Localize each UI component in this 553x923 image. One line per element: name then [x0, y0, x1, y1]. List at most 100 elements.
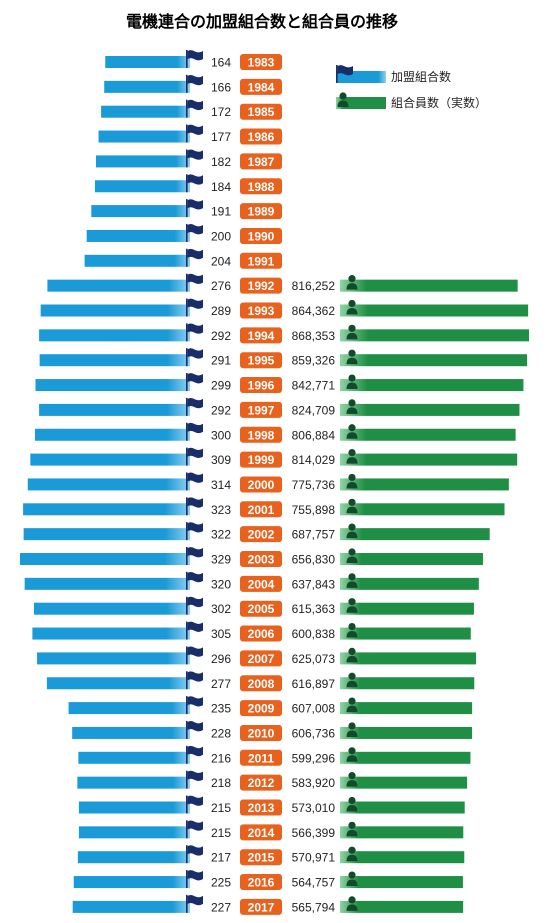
chart-row: 215 2013 573,010 — [78, 795, 465, 816]
member-count-label: 824,709 — [292, 403, 336, 417]
chart-row: 217 2015 570,971 — [77, 845, 465, 866]
union-count-label: 292 — [211, 403, 231, 417]
union-count-label: 217 — [211, 851, 231, 865]
union-bar — [95, 155, 190, 168]
union-bar — [27, 478, 190, 491]
chart-row: 305 2006 600,838 — [32, 621, 471, 642]
member-count-label: 573,010 — [292, 801, 336, 815]
member-bar — [340, 379, 524, 392]
member-bar — [340, 553, 483, 565]
member-bar — [340, 602, 474, 615]
member-count-label: 864,362 — [292, 304, 336, 318]
person-icon — [346, 622, 358, 638]
year-badge — [240, 203, 282, 220]
chart-row: 191 1989 — [91, 199, 282, 220]
member-bar — [340, 851, 465, 864]
chart-row: 314 2000 775,736 — [27, 472, 509, 493]
member-count-label: 625,073 — [292, 652, 336, 666]
member-count-label: 637,843 — [292, 577, 336, 591]
union-bar — [46, 677, 191, 690]
year-badge — [240, 575, 282, 592]
flag-icon — [186, 99, 203, 118]
union-bar — [34, 428, 190, 441]
member-bar — [340, 428, 516, 441]
year-label: 1994 — [248, 329, 275, 343]
union-count-label: 299 — [211, 379, 231, 393]
union-count-label: 296 — [211, 652, 231, 666]
chart-row: 291 1995 859,326 — [39, 348, 528, 369]
person-icon — [346, 449, 358, 464]
member-bar — [340, 577, 479, 590]
flag-icon — [186, 497, 203, 516]
chart-row: 166 1984 — [104, 74, 282, 95]
union-bar — [78, 826, 190, 839]
year-label: 2012 — [248, 776, 275, 790]
year-label: 1990 — [248, 229, 275, 243]
year-label: 2016 — [248, 876, 275, 890]
year-badge — [240, 277, 282, 294]
year-badge — [240, 824, 282, 841]
flag-icon — [186, 795, 203, 814]
person-icon — [346, 523, 358, 539]
chart-title: 電機連合の加盟組合数と組合員の推移 — [126, 12, 398, 31]
union-count-label: 276 — [211, 279, 231, 293]
union-count-label: 329 — [211, 553, 231, 567]
union-bar — [77, 776, 190, 789]
legend-swatch-members — [336, 97, 386, 109]
year-badge — [240, 600, 282, 617]
person-icon — [346, 324, 358, 340]
member-bar — [340, 627, 471, 640]
member-count-label: 859,326 — [292, 354, 336, 368]
person-icon — [346, 896, 358, 911]
union-count-label: 225 — [211, 876, 231, 890]
year-label: 1988 — [248, 180, 275, 194]
union-count-label: 166 — [211, 80, 231, 94]
union-bar — [105, 56, 190, 68]
year-label: 1986 — [248, 130, 275, 144]
member-count-label: 656,830 — [292, 553, 336, 567]
flag-icon — [186, 745, 203, 764]
member-bar — [340, 279, 518, 292]
chart-row: 184 1988 — [94, 174, 282, 195]
year-label: 1997 — [248, 403, 275, 417]
person-icon — [346, 772, 358, 787]
flag-icon — [186, 621, 203, 640]
person-icon — [346, 548, 358, 563]
union-count-label: 322 — [211, 528, 231, 542]
flag-icon — [186, 571, 203, 590]
flag-icon — [186, 74, 203, 93]
flag-icon — [186, 720, 203, 739]
union-count-label: 305 — [211, 627, 231, 641]
union-bar — [30, 453, 190, 466]
union-bar — [40, 304, 190, 317]
person-icon — [346, 821, 358, 837]
union-bar — [91, 205, 190, 218]
union-bar — [72, 900, 190, 913]
member-count-label: 600,838 — [292, 627, 336, 641]
union-count-label: 177 — [211, 130, 231, 144]
year-label: 1998 — [248, 428, 275, 442]
year-label: 2001 — [248, 503, 275, 517]
member-count-label: 606,736 — [292, 726, 336, 740]
year-badge — [240, 178, 282, 195]
union-bar — [86, 229, 190, 242]
flag-icon — [186, 845, 203, 864]
union-count-label: 184 — [211, 180, 231, 194]
chart-row: 225 2016 564,757 — [73, 870, 463, 891]
year-badge — [240, 54, 282, 70]
legend-person-icon — [337, 92, 349, 107]
chart-row: 235 2009 607,008 — [68, 696, 473, 717]
union-count-label: 172 — [211, 105, 231, 119]
year-badge — [240, 724, 282, 741]
member-bar — [340, 403, 520, 416]
flag-icon — [186, 422, 203, 441]
flag-icon — [186, 770, 203, 789]
union-count-label: 302 — [211, 602, 231, 616]
union-bar — [33, 602, 190, 615]
year-label: 2000 — [248, 478, 275, 492]
member-count-label: 806,884 — [292, 428, 336, 442]
chart-row: 177 1986 — [98, 124, 282, 145]
year-label: 2007 — [248, 652, 275, 666]
chart-row: 292 1997 824,709 — [39, 397, 520, 418]
chart-row: 228 2010 606,736 — [72, 720, 473, 741]
